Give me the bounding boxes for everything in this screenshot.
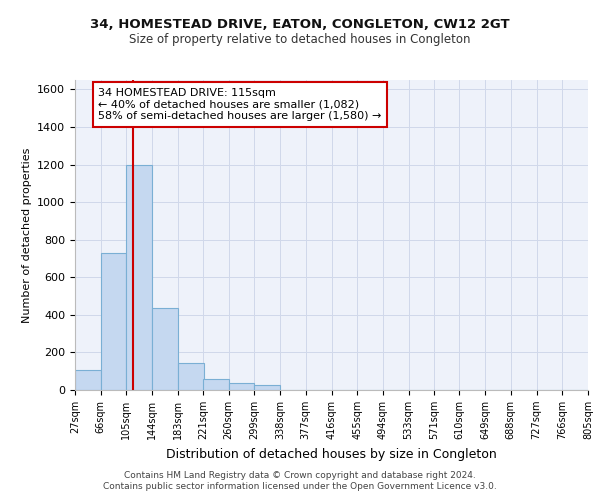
Text: Contains HM Land Registry data © Crown copyright and database right 2024.: Contains HM Land Registry data © Crown c… (124, 471, 476, 480)
Text: 34, HOMESTEAD DRIVE, EATON, CONGLETON, CW12 2GT: 34, HOMESTEAD DRIVE, EATON, CONGLETON, C… (90, 18, 510, 30)
Y-axis label: Number of detached properties: Number of detached properties (22, 148, 32, 322)
Text: Contains public sector information licensed under the Open Government Licence v3: Contains public sector information licen… (103, 482, 497, 491)
Bar (152, 308, 178, 390)
Bar (101, 253, 127, 390)
Bar (75, 370, 101, 390)
Text: 34 HOMESTEAD DRIVE: 115sqm
← 40% of detached houses are smaller (1,082)
58% of s: 34 HOMESTEAD DRIVE: 115sqm ← 40% of deta… (98, 88, 382, 121)
Bar (203, 378, 229, 390)
X-axis label: Distribution of detached houses by size in Congleton: Distribution of detached houses by size … (166, 448, 497, 460)
Bar (127, 164, 152, 390)
Bar (178, 363, 203, 390)
Bar (229, 384, 254, 390)
Bar (254, 384, 280, 390)
Text: Size of property relative to detached houses in Congleton: Size of property relative to detached ho… (129, 32, 471, 46)
